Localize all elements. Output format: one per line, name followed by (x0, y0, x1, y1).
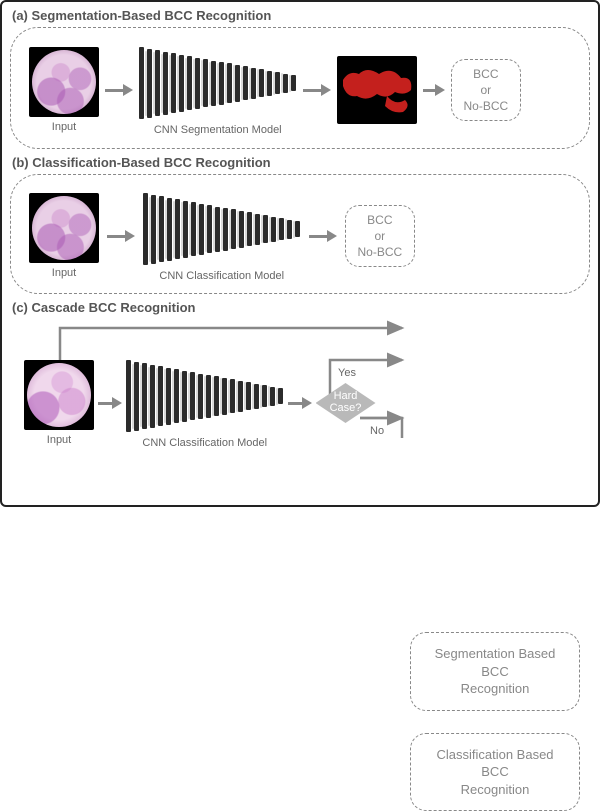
panel-a-cnn: CNN Segmentation Model (139, 44, 297, 136)
panel-c-cnn-label: CNN Classification Model (142, 437, 267, 449)
panel-b-section: (b) Classification-Based BCC Recognition… (10, 155, 590, 294)
result-line: Recognition (425, 680, 565, 698)
arrow-icon (303, 84, 331, 96)
result-line: Segmentation Based BCC (425, 645, 565, 680)
decision-line: Hard (334, 390, 358, 402)
arrow-icon (98, 397, 122, 409)
segmentation-blob-icon (343, 70, 411, 99)
figure-frame: (a) Segmentation-Based BCC Recognition I… (0, 0, 600, 507)
arrow-icon (288, 397, 312, 409)
cascade-results-column: Segmentation Based BCC Recognition Class… (410, 632, 580, 811)
panel-a-title: (a) Segmentation-Based BCC Recognition (12, 8, 590, 23)
decision-diamond: Hard Case? (316, 383, 376, 423)
histology-tile-icon (29, 193, 99, 263)
arrow-icon (105, 84, 133, 96)
arrow-icon (423, 84, 445, 96)
panel-a-input: Input (29, 47, 99, 133)
cnn-bars-icon (126, 357, 284, 435)
result-line: BCC (358, 212, 403, 228)
result-line: No-BCC (464, 98, 509, 114)
panel-c-section: (c) Cascade BCC Recognition Yes No I (10, 300, 590, 449)
arrow-icon (107, 230, 135, 242)
panel-b-input-label: Input (52, 267, 76, 279)
panel-b-input: Input (29, 193, 99, 279)
cnn-bars-icon (143, 190, 301, 268)
histology-tile-icon (29, 47, 99, 117)
cascade-result-cls: Classification Based BCC Recognition (410, 733, 580, 811)
panel-c-input: Input (24, 360, 94, 446)
result-line: BCC (464, 66, 509, 82)
panel-c-main-row: Input CNN Classification Model Hard Case… (10, 321, 590, 449)
panel-c-title: (c) Cascade BCC Recognition (12, 300, 590, 315)
result-line: Classification Based BCC (425, 746, 565, 781)
cascade-result-seg: Segmentation Based BCC Recognition (410, 632, 580, 711)
histology-tile-icon (24, 360, 94, 430)
panel-b-result-box: BCC or No-BCC (345, 205, 416, 268)
panel-b-cnn-label: CNN Classification Model (159, 270, 284, 282)
result-line: Recognition (425, 781, 565, 799)
panel-a-result-box: BCC or No-BCC (451, 59, 522, 122)
panel-a-section: (a) Segmentation-Based BCC Recognition I… (10, 8, 590, 149)
result-line: No-BCC (358, 244, 403, 260)
panel-a-cnn-label: CNN Segmentation Model (154, 124, 282, 136)
panel-a-input-label: Input (52, 121, 76, 133)
result-line: or (464, 82, 509, 98)
panel-a-body: Input CNN Segmentation Model (10, 27, 590, 149)
segmentation-output-icon (337, 56, 417, 124)
cnn-bars-icon (139, 44, 297, 122)
panel-b-cnn: CNN Classification Model (143, 190, 301, 282)
panel-c-input-label: Input (47, 434, 71, 446)
result-line: or (358, 228, 403, 244)
panel-b-title: (b) Classification-Based BCC Recognition (12, 155, 590, 170)
panel-c-cnn: CNN Classification Model (126, 357, 284, 449)
panel-b-body: Input CNN Classification Model BCC or No… (10, 174, 590, 294)
decision-line: Case? (330, 402, 362, 414)
arrow-icon (309, 230, 337, 242)
